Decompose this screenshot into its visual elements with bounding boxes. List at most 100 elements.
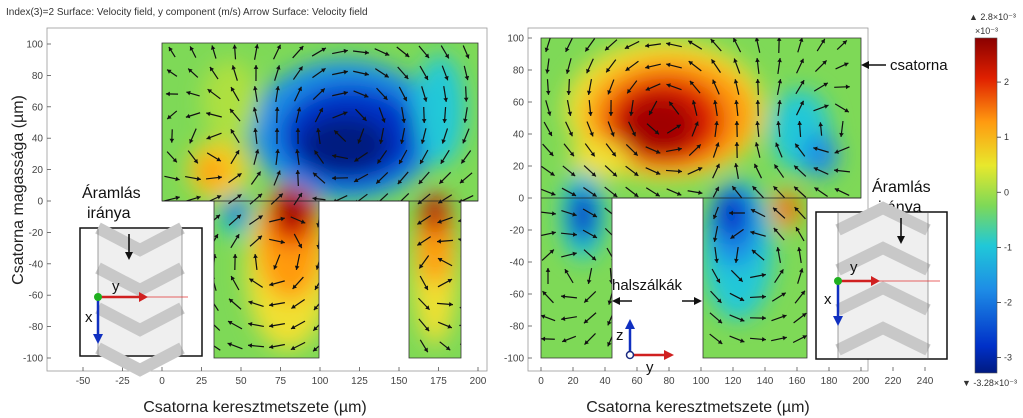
velocity-arrowhead (585, 47, 590, 52)
velocity-arrowhead (550, 171, 555, 176)
velocity-arrowhead (712, 214, 718, 220)
velocity-arrowhead (834, 168, 839, 173)
velocity-arrowhead (384, 73, 389, 78)
velocity-arrowhead (401, 118, 406, 123)
y-tick-label: -40 (29, 259, 44, 270)
x-tick-label: 100 (693, 376, 710, 387)
velocity-arrowhead (297, 192, 303, 198)
velocity-arrowhead (571, 191, 577, 197)
velocity-arrowhead (655, 170, 661, 175)
velocity-arrowhead (254, 44, 260, 49)
velocity-arrowhead (754, 142, 760, 147)
velocity-arrowhead (751, 249, 757, 255)
right-axis-ticks: 0 20 40 60 80 100 120 140 160 180 200 220 2401008060… (504, 34, 934, 388)
velocity-arrowhead (782, 335, 787, 341)
velocity-arrowhead (334, 130, 339, 135)
velocity-arrowhead (437, 219, 442, 224)
velocity-arrowhead (844, 108, 849, 113)
velocity-arrowhead (645, 64, 650, 70)
velocity-arrowhead (607, 90, 612, 95)
velocity-arrowhead (677, 146, 682, 152)
velocity-arrowhead (755, 58, 760, 63)
y-tick-label: -20 (29, 228, 44, 239)
velocity-arrowhead (561, 316, 566, 321)
velocity-arrowhead (698, 190, 703, 195)
velocity-arrowhead (461, 159, 466, 164)
velocity-arrowhead (688, 61, 694, 66)
velocity-arrowhead (463, 118, 468, 123)
velocity-arrowhead (586, 90, 592, 95)
velocity-arrowhead (167, 114, 172, 120)
velocity-arrowhead (297, 243, 302, 249)
velocity-arrowhead (276, 170, 281, 176)
velocity-arrowhead (781, 292, 786, 297)
velocity-arrowhead (549, 249, 554, 254)
velocity-arrowhead (612, 172, 617, 177)
velocity-arrowhead (712, 237, 718, 242)
velocity-arrowhead (755, 79, 761, 83)
velocity-arrowhead (777, 100, 782, 105)
velocity-arrowhead (734, 121, 740, 125)
velocity-arrowhead (258, 215, 263, 220)
velocity-arrowhead (419, 159, 425, 164)
velocity-arrowhead (253, 254, 258, 259)
velocity-arrowhead (750, 209, 756, 214)
left-flow-label-1: Áramlás (82, 183, 141, 202)
velocity-arrowhead (547, 131, 553, 136)
velocity-arrowhead (612, 192, 618, 197)
velocity-arrowhead (843, 62, 849, 67)
velocity-arrowhead (459, 178, 465, 184)
velocity-arrowhead (313, 347, 318, 352)
velocity-arrowhead (312, 196, 317, 202)
velocity-arrowhead (567, 111, 573, 116)
velocity-arrowhead (299, 46, 304, 51)
velocity-arrowhead (605, 46, 610, 51)
x-tick-label: 0 (159, 376, 165, 387)
velocity-arrowhead (423, 347, 428, 353)
velocity-arrowhead (275, 86, 280, 91)
velocity-arrowhead (300, 219, 306, 224)
velocity-arrowhead (437, 258, 443, 263)
velocity-arrowhead (280, 216, 285, 222)
right-inset-x-label: x (824, 291, 832, 308)
velocity-arrowhead (591, 172, 596, 177)
velocity-arrowhead (734, 100, 739, 105)
colorbar-ticks: 2 1 0 -1 -2 -3 (997, 77, 1012, 363)
velocity-arrowhead (343, 69, 348, 75)
velocity-arrowhead (717, 318, 723, 324)
velocity-arrowhead (421, 119, 427, 123)
velocity-arrowhead (209, 66, 215, 72)
velocity-arrowhead (607, 300, 613, 305)
velocity-arrowhead (800, 80, 805, 85)
velocity-arrowhead (295, 128, 301, 132)
velocity-arrowhead (231, 65, 237, 70)
velocity-arrowhead (549, 151, 554, 156)
velocity-arrowhead (418, 179, 424, 185)
y-tick-label: 60 (32, 102, 44, 113)
velocity-arrowhead (627, 88, 632, 94)
velocity-arrowhead (561, 294, 566, 299)
velocity-arrowhead (775, 247, 781, 252)
velocity-arrowhead (541, 314, 546, 319)
velocity-arrowhead (823, 82, 828, 87)
velocity-arrowhead (462, 138, 467, 144)
velocity-arrowhead (689, 80, 695, 86)
velocity-arrowhead (253, 65, 259, 69)
y-tick-label: 20 (513, 162, 525, 173)
velocity-arrowhead (842, 40, 847, 45)
velocity-arrowhead (441, 139, 446, 144)
velocity-arrowhead (298, 66, 303, 71)
velocity-arrowhead (688, 40, 693, 45)
y-tick-label: 40 (32, 134, 44, 145)
velocity-arrowhead (799, 58, 804, 64)
velocity-arrowhead (541, 336, 546, 342)
velocity-arrowhead (666, 41, 671, 47)
velocity-arrowhead (610, 132, 615, 137)
velocity-arrowhead (313, 305, 319, 311)
plot-header: Index(3)=2 Surface: Velocity field, y co… (6, 7, 368, 18)
velocity-arrowhead (777, 58, 782, 63)
velocity-arrowhead (295, 149, 300, 154)
velocity-arrowhead (750, 230, 755, 236)
velocity-arrowhead (666, 83, 671, 88)
velocity-arrowhead (440, 159, 445, 164)
